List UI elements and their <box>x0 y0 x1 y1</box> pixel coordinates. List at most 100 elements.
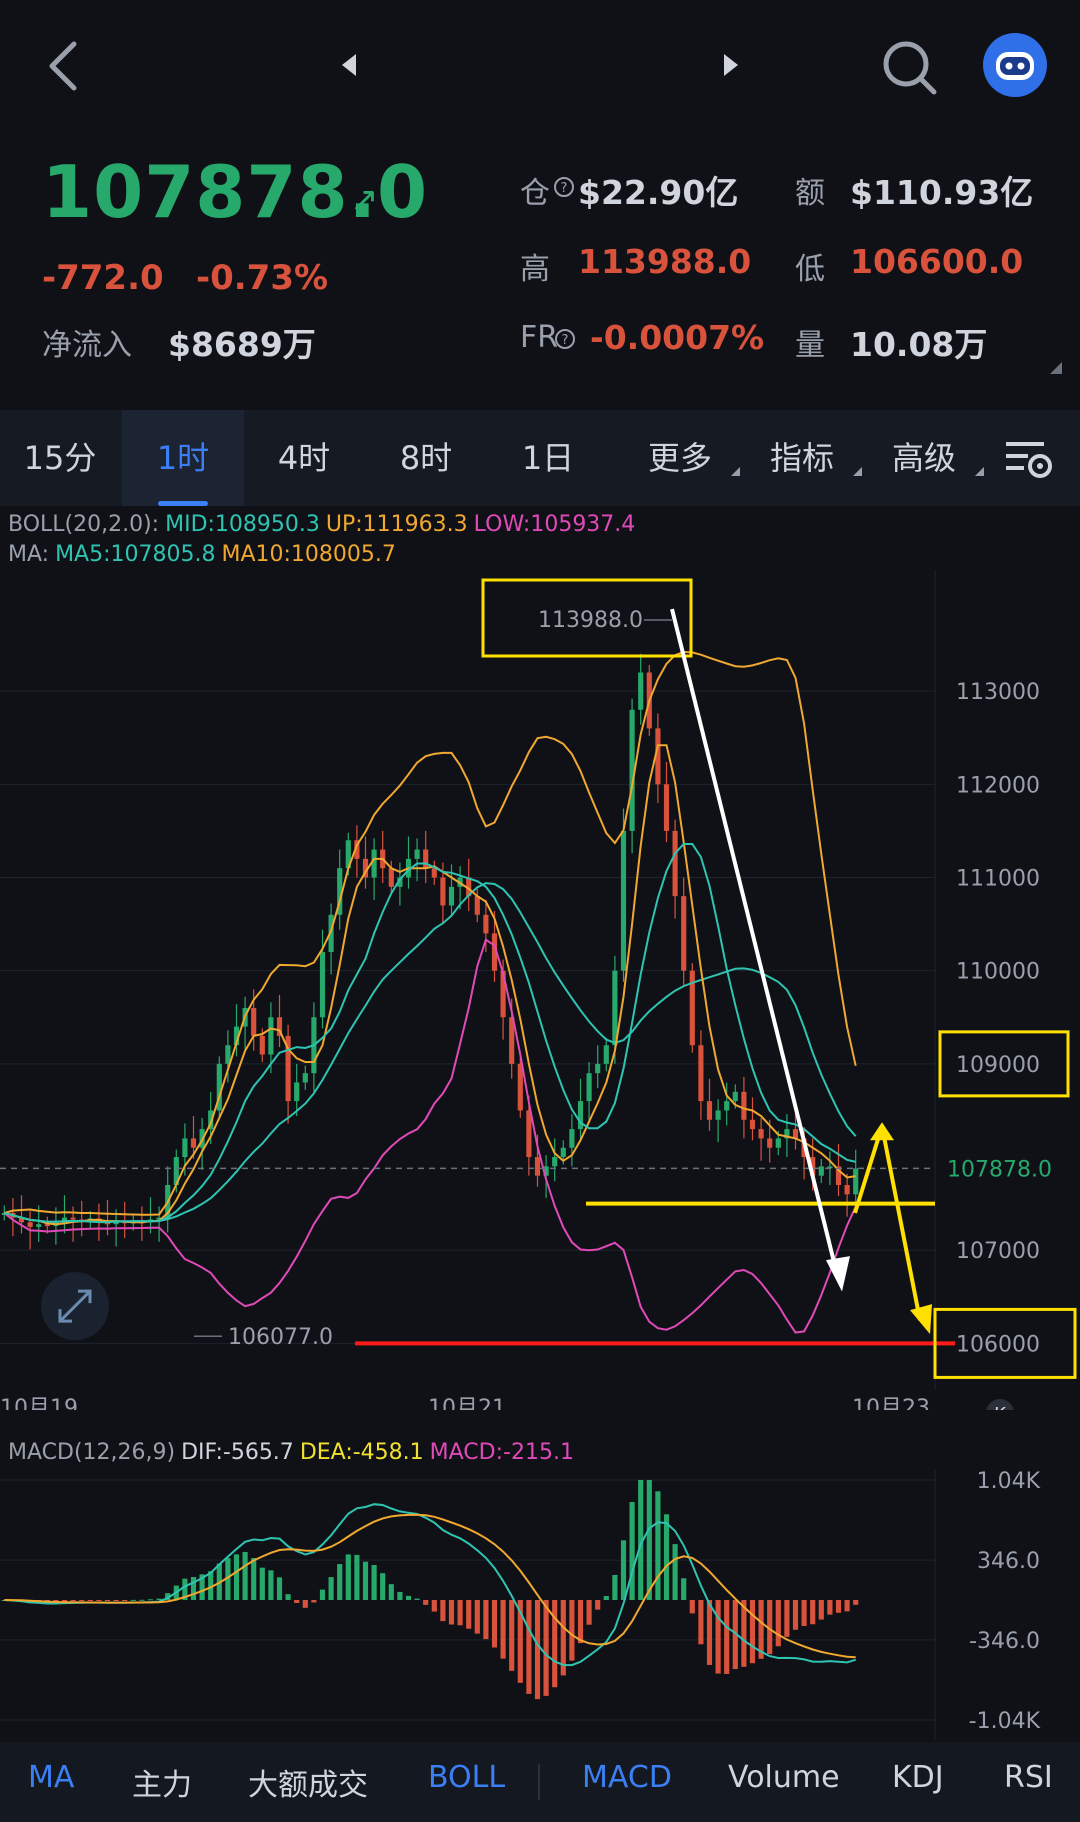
candle-body <box>526 1110 532 1158</box>
funding-rate-value: -0.0007% <box>590 318 765 357</box>
macd-bar <box>208 1571 214 1600</box>
tab-boll[interactable]: BOLL <box>428 1760 506 1795</box>
macd-bar <box>509 1600 515 1671</box>
next-symbol-icon[interactable] <box>720 52 740 78</box>
tab-1d[interactable]: 1日 <box>521 439 575 477</box>
candle-body <box>724 1101 730 1111</box>
candle-body <box>810 1157 816 1176</box>
back-icon[interactable] <box>44 40 84 92</box>
macd-bar <box>612 1574 618 1600</box>
macd-tick-label: -1.04K <box>969 1709 1041 1734</box>
projection-arrow-head-down <box>910 1304 932 1335</box>
macd-bar <box>474 1600 480 1634</box>
price-grid <box>0 570 936 1390</box>
candle-body <box>156 1217 162 1220</box>
candle-body <box>767 1138 773 1148</box>
scroll-to-latest-button <box>986 1399 1014 1410</box>
candle-body <box>655 728 661 785</box>
macd-bar <box>827 1600 833 1615</box>
candle-body <box>749 1119 756 1130</box>
candle-body <box>474 896 480 915</box>
tab-8h[interactable]: 8时 <box>399 439 453 477</box>
candle-body <box>818 1166 824 1176</box>
tab-more[interactable]: 更多 <box>630 410 740 506</box>
tab-ma[interactable]: MA <box>28 1760 75 1795</box>
candle-body <box>36 1224 42 1227</box>
candle-body <box>371 849 377 878</box>
tab-4h[interactable]: 4时 <box>277 439 331 477</box>
macd-lines <box>4 1503 856 1667</box>
tab-15m[interactable]: 15分 <box>23 439 97 477</box>
search-icon[interactable] <box>880 38 940 98</box>
price-change-pct: -0.73% <box>196 258 329 298</box>
ma-legend: MA: MA5:107805.8 MA10:108005.7 <box>8 542 396 567</box>
macd-bar <box>345 1554 351 1600</box>
macd-bar <box>70 1600 76 1602</box>
price-tick-label: 111000 <box>956 867 1040 892</box>
assistant-avatar-icon[interactable] <box>982 32 1048 98</box>
candle-body <box>414 849 420 859</box>
macd-bar <box>440 1600 446 1622</box>
macd-chart[interactable]: 1.04K 346.0 -346.0 -1.04K <box>0 1470 1080 1740</box>
tab-volume[interactable]: Volume <box>728 1760 840 1795</box>
tab-kdj[interactable]: KDJ <box>892 1760 944 1795</box>
info-icon[interactable]: ? <box>553 176 575 198</box>
tab-macd[interactable]: MACD <box>582 1760 672 1795</box>
tab-indicators[interactable]: 指标 <box>752 410 862 506</box>
expand-corner-icon[interactable] <box>1050 362 1062 374</box>
candle-body <box>853 1168 859 1195</box>
macd-bar <box>190 1576 197 1600</box>
annotations: 107878.0 113988.0 106077.0 K <box>0 578 1077 1410</box>
low-marker-label: 106077.0 <box>228 1325 333 1350</box>
net-inflow-label: 净流入 <box>42 328 132 363</box>
macd-bar <box>569 1600 575 1661</box>
candlesticks <box>1 653 859 1250</box>
macd-bar <box>233 1554 240 1600</box>
chart-settings-icon[interactable] <box>1004 438 1054 480</box>
macd-bar <box>560 1600 566 1676</box>
macd-bar <box>423 1600 429 1605</box>
candle-body <box>577 1101 584 1130</box>
price-tick-label: 106000 <box>956 1332 1040 1357</box>
ma5-line <box>4 744 856 1226</box>
candle-body <box>491 933 498 971</box>
boll-mid-line <box>4 882 857 1223</box>
macd-bar <box>586 1600 592 1625</box>
candle-body <box>233 1026 240 1046</box>
macd-tick-label: 346.0 <box>977 1549 1040 1574</box>
candle-body <box>423 849 429 869</box>
info-icon[interactable]: ? <box>554 328 576 350</box>
macd-bar <box>139 1599 145 1601</box>
macd-bar <box>130 1599 136 1601</box>
time-axis-label: 10月19 <box>0 1396 78 1410</box>
macd-bar <box>319 1589 326 1600</box>
candle-body <box>431 868 437 878</box>
candle-body <box>337 868 343 915</box>
tab-large-trades[interactable]: 大额成交 <box>248 1768 368 1803</box>
candle-body <box>190 1138 197 1148</box>
macd-bar <box>534 1600 541 1700</box>
macd-bar <box>242 1551 248 1600</box>
tab-advanced[interactable]: 高级 <box>874 410 984 506</box>
candle-body <box>285 1035 291 1102</box>
candle-body <box>706 1101 713 1120</box>
price-tick-label: 113000 <box>956 680 1040 705</box>
macd-bar <box>732 1600 738 1670</box>
price-chart[interactable]: 113000 112000 111000 110000 109000 107000 1060… <box>0 570 1080 1410</box>
candle-body <box>758 1129 764 1139</box>
tab-main-force[interactable]: 主力 <box>132 1768 192 1803</box>
macd-tick-label: -346.0 <box>969 1629 1040 1654</box>
macd-bar <box>362 1561 369 1600</box>
macd-bar <box>681 1578 687 1600</box>
macd-bar <box>638 1480 644 1600</box>
candle-body <box>681 896 687 971</box>
tab-1h[interactable]: 1时 <box>122 410 244 506</box>
macd-bar <box>448 1600 455 1625</box>
tab-rsi[interactable]: RSI <box>1004 1760 1053 1795</box>
macd-bar <box>466 1600 472 1629</box>
price-tick-label: 109000 <box>956 1053 1040 1078</box>
macd-bar <box>259 1567 265 1600</box>
high-label: 高 <box>520 252 550 287</box>
macd-tick-label: 1.04K <box>977 1470 1041 1494</box>
prev-symbol-icon[interactable] <box>340 52 360 78</box>
